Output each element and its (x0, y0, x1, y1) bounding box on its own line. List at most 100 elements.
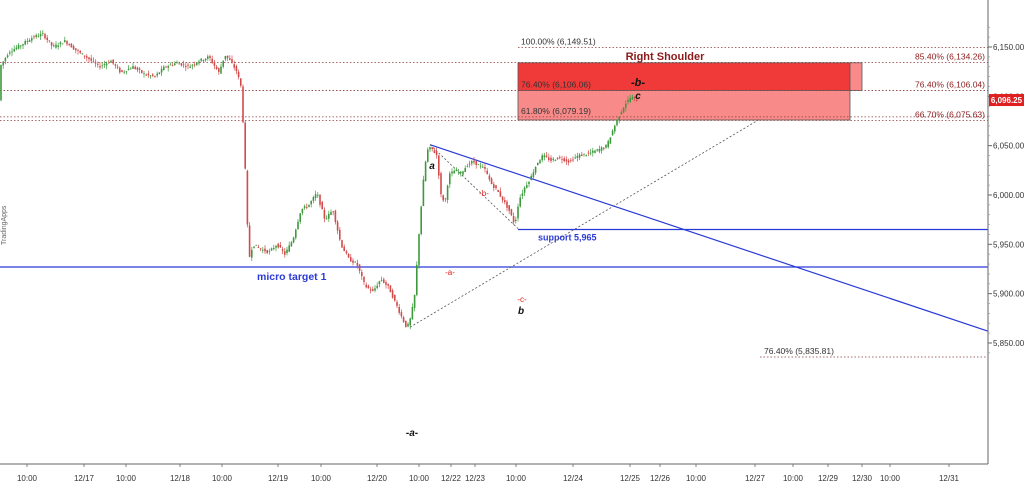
candle-body (266, 250, 268, 254)
candle-body (297, 221, 299, 230)
candle-body (200, 58, 202, 61)
candle-body (202, 60, 205, 62)
candle-body (457, 171, 460, 173)
candle-body (226, 55, 229, 58)
candle-body (301, 208, 304, 213)
candle-body (275, 245, 277, 248)
horizontal-line-label: support 5,965 (538, 233, 597, 243)
candle-body (116, 66, 119, 68)
candle-body (567, 160, 570, 163)
candle-body (358, 264, 361, 271)
candle-body (521, 193, 524, 196)
candle-body (321, 201, 323, 210)
candle-body (611, 130, 614, 136)
candle-body (290, 242, 293, 247)
candle-body (539, 160, 541, 164)
candle-body (193, 64, 196, 66)
candle-body (262, 249, 264, 251)
candle-body (389, 285, 392, 293)
candle-body (125, 71, 128, 73)
candle-body (629, 98, 631, 103)
candle-body (534, 166, 537, 173)
candle-body (484, 167, 486, 169)
candle-body (451, 171, 453, 174)
candle-body (418, 234, 420, 266)
candle-body (185, 65, 187, 68)
last-price-label: 6,096.25 (991, 96, 1023, 105)
x-tick-label: 10:00 (17, 474, 38, 483)
candle-body (31, 38, 33, 41)
wave-labels: a -b- -a- -c-b -a- -b-c (406, 77, 645, 439)
candle-body (394, 294, 396, 301)
candle-body (460, 171, 462, 174)
candle-body (598, 149, 601, 152)
candle-body (587, 152, 590, 154)
candle-body (75, 48, 77, 51)
candle-body (189, 66, 191, 68)
candle-body (453, 170, 455, 174)
candle-body (345, 251, 348, 254)
candle-body (138, 68, 141, 70)
candle-body (66, 41, 68, 45)
candle-body (55, 44, 57, 48)
candle-body (361, 272, 363, 277)
candle-body (13, 49, 15, 52)
candle-body (625, 103, 627, 108)
candle-body (123, 71, 125, 73)
candle-body (633, 96, 636, 99)
candle-body (15, 47, 18, 50)
candle-body (235, 66, 238, 72)
x-tick-label: 12/29 (818, 474, 839, 483)
wave-label: -a- (445, 268, 455, 277)
zone-upper-tab (849, 62, 863, 91)
candle-body (37, 36, 40, 38)
candle-body (550, 157, 552, 161)
x-axis[interactable]: 10:00 12/17 10:00 12/18 10:00 12/19 10:00 12/20… (0, 463, 988, 483)
candle-body (22, 44, 24, 46)
candle-body (90, 58, 92, 61)
candle-body (33, 36, 35, 38)
candle-body (438, 155, 440, 176)
y-tick-label: 5,950.00 (993, 240, 1024, 249)
candle-body (244, 122, 246, 169)
candle-body (211, 58, 213, 63)
candle-body (585, 154, 587, 156)
x-tick-label: 12/18 (170, 474, 191, 483)
candle-body (578, 154, 581, 158)
candle-body (314, 194, 317, 198)
candle-body (191, 65, 194, 66)
candle-body (376, 285, 378, 289)
y-tick-label: 6,150.00 (993, 43, 1024, 52)
x-tick-label: 12/24 (563, 474, 584, 483)
candle-body (482, 166, 484, 168)
fib-label: 66.70% (6,075.63) (915, 109, 985, 119)
candle-body (299, 213, 301, 222)
candle-body (105, 63, 108, 66)
y-axis[interactable]: 6,150.006,100.006,050.006,000.005,950.00… (987, 0, 1024, 464)
x-tick-label: 12/25 (620, 474, 641, 483)
candles (0, 30, 638, 330)
candle-body (574, 157, 576, 159)
fib-label: 61.80% (6,079.19) (521, 106, 591, 116)
candle-body (572, 159, 574, 161)
candle-body (380, 279, 383, 281)
candle-body (352, 260, 354, 263)
candle-body (435, 151, 438, 156)
candle-body (407, 323, 409, 327)
candle-body (543, 155, 546, 158)
candle-body (409, 318, 411, 326)
candle-body (81, 53, 84, 55)
horizontal-lines: micro target 1 support 5,965 (0, 228, 988, 283)
candle-body (427, 149, 429, 162)
wave-label: a (429, 161, 435, 172)
candle-body (600, 147, 603, 151)
candle-body (132, 66, 134, 69)
candle-body (130, 68, 132, 70)
candle-body (618, 116, 620, 120)
candle-body (147, 73, 150, 75)
candle-body (493, 184, 495, 188)
candle-body (559, 157, 561, 158)
candle-body (330, 212, 332, 215)
candle-body (396, 301, 398, 307)
